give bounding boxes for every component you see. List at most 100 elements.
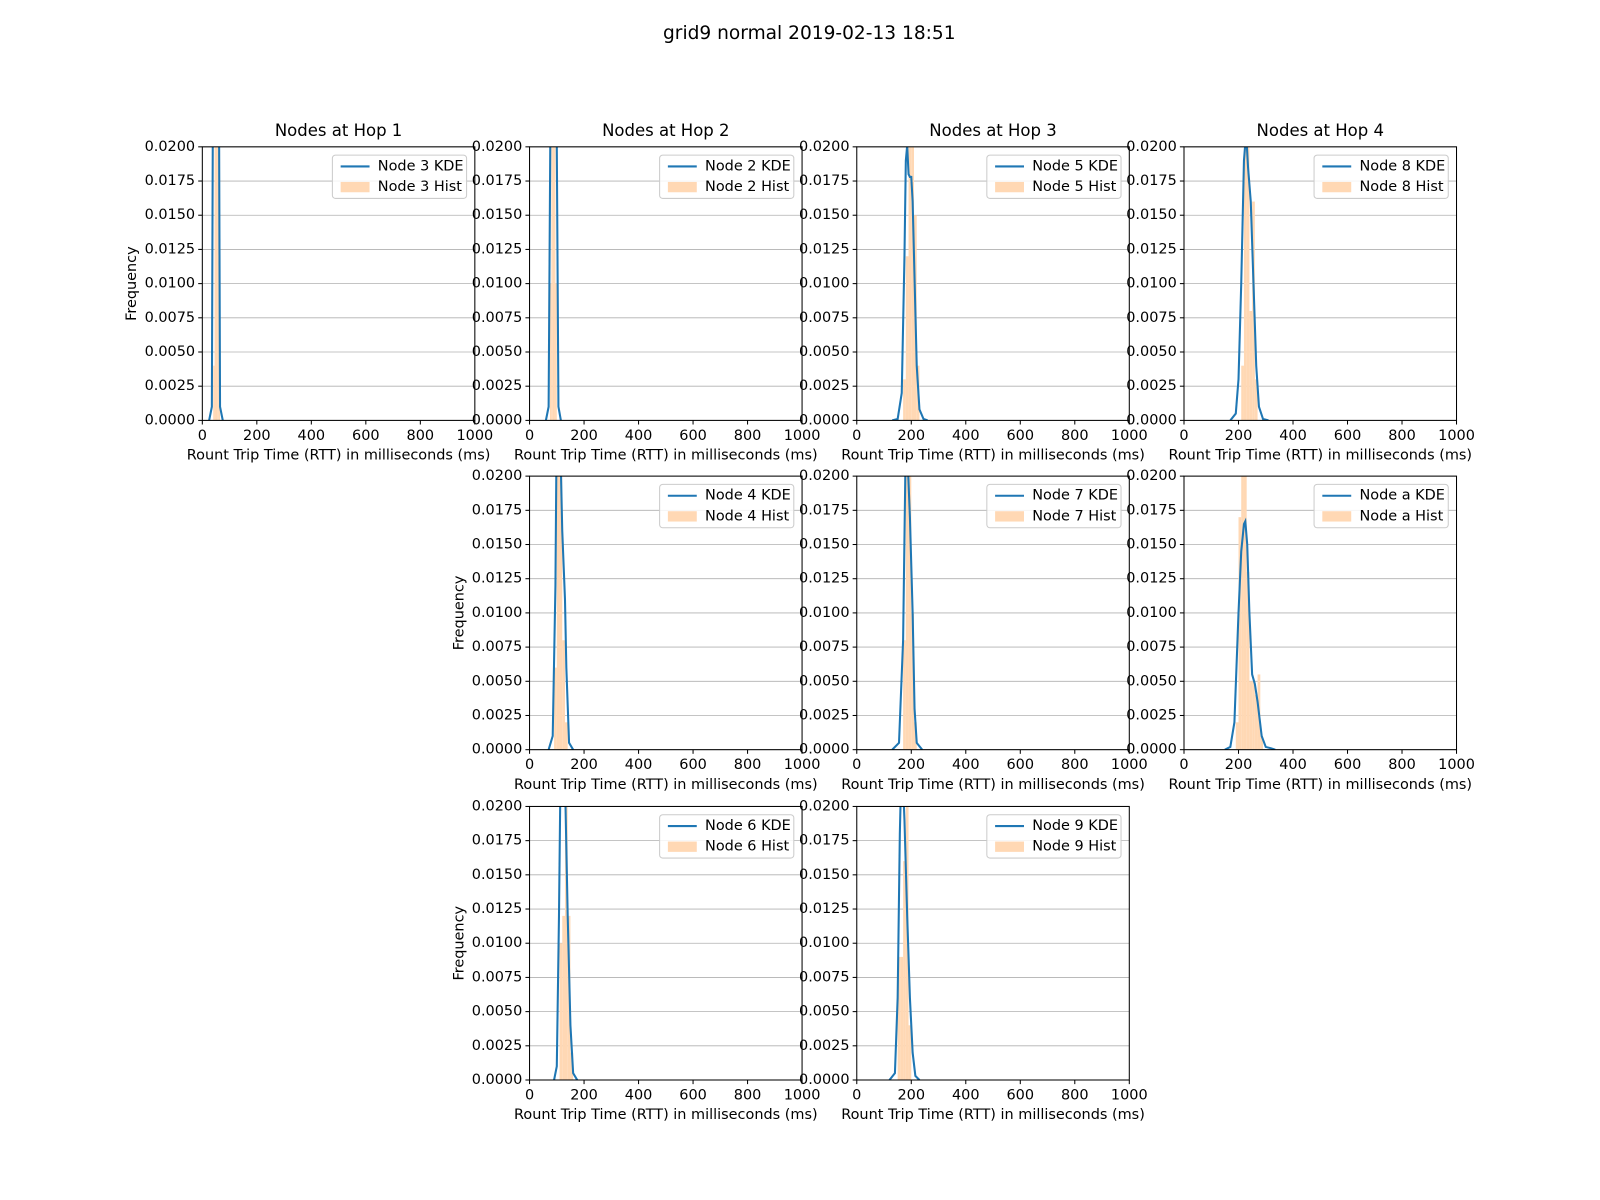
x-tick-label: 1000 — [1111, 1087, 1148, 1103]
y-tick-label: 0.0100 — [799, 276, 850, 292]
y-tick-label: 0.0075 — [1126, 639, 1177, 655]
y-tick-label: 0.0050 — [472, 344, 523, 360]
kde-line — [891, 476, 923, 750]
x-tick-label: 0 — [525, 428, 534, 444]
hist-bar — [562, 915, 565, 1080]
x-tick-label: 200 — [1225, 757, 1253, 773]
subplot: 0.0000 0.0025 0.0050 0.0075 0.0100 0.0125 0.01… — [799, 468, 1148, 793]
plot-area — [891, 476, 923, 750]
kde-line — [891, 146, 928, 421]
x-tick-label: 1000 — [1111, 428, 1148, 444]
legend-label: Node 4 Hist — [705, 508, 789, 524]
x-tick-label: 0 — [1179, 428, 1188, 444]
x-tick-label: 400 — [625, 428, 653, 444]
legend: Node 7 KDE Node 7 Hist — [986, 483, 1122, 529]
hist-bar — [564, 806, 568, 1080]
hist-bar — [911, 146, 915, 421]
x-tick-label: 200 — [897, 1087, 925, 1103]
hist-bar — [1260, 736, 1264, 750]
legend-label: Node 5 Hist — [1032, 179, 1116, 195]
legend-label: Node a Hist — [1359, 508, 1443, 524]
legend: Node a KDE Node a Hist — [1313, 483, 1449, 529]
x-tick-label: 1000 — [1438, 428, 1475, 444]
y-tick-label: 0.0025 — [1126, 378, 1177, 394]
y-tick-label: 0.0125 — [472, 901, 523, 917]
hist-bar — [1249, 681, 1253, 750]
plot-area — [1224, 476, 1276, 750]
y-tick-label: 0.0175 — [1126, 173, 1177, 189]
x-tick-label: 600 — [1334, 428, 1362, 444]
y-tick-label: 0.0050 — [145, 344, 196, 360]
hist-bar — [900, 956, 904, 1080]
hist-bar — [1235, 722, 1239, 750]
y-tick-label: 0.0125 — [472, 241, 523, 257]
hist-bar — [552, 146, 555, 421]
y-tick-label: 0.0100 — [472, 276, 523, 292]
hist-bar — [556, 476, 560, 750]
x-tick-label: 0 — [852, 1087, 861, 1103]
axes-frame — [529, 146, 803, 421]
hist-bar — [214, 146, 216, 421]
hist-bar — [905, 476, 909, 750]
x-tick-label: 200 — [243, 428, 271, 444]
y-tick-label: 0.0150 — [472, 537, 523, 553]
y-axis-label: Frequency — [451, 905, 467, 980]
y-tick-label: 0.0200 — [1126, 139, 1177, 155]
x-tick-label: 0 — [1179, 757, 1188, 773]
kde-line — [208, 146, 224, 421]
y-tick-label: 0.0025 — [799, 378, 850, 394]
x-tick-label: 400 — [625, 757, 653, 773]
hist-bar — [1246, 571, 1250, 750]
x-tick-label: 0 — [525, 1087, 534, 1103]
plot-area — [891, 146, 928, 421]
legend-label: Node 5 KDE — [1032, 158, 1118, 174]
y-axis-label: Frequency — [451, 575, 467, 650]
hist-bar — [1243, 476, 1247, 750]
legend-label: Node 2 Hist — [705, 179, 789, 195]
subplot: 0.0000 0.0025 0.0050 0.0075 0.0100 0.0125 0.01… — [799, 798, 1148, 1123]
legend-swatch — [995, 841, 1024, 852]
x-tick-label: 400 — [625, 1087, 653, 1103]
x-tick-label: 400 — [952, 428, 980, 444]
legend: Node 2 KDE Node 2 Hist — [659, 154, 795, 199]
subplot: 0.0000 0.0025 0.0050 0.0075 0.0100 0.0125 0.01… — [472, 121, 821, 464]
kde-line — [1229, 146, 1269, 421]
y-tick-label: 0.0000 — [472, 742, 523, 758]
hist-bar — [1249, 310, 1253, 421]
legend-label: Node 4 KDE — [705, 488, 791, 504]
legend-swatch — [995, 181, 1024, 193]
x-tick-label: 600 — [1007, 757, 1035, 773]
x-tick-label: 800 — [1061, 1087, 1089, 1103]
y-tick-label: 0.0075 — [145, 310, 196, 326]
y-tick-label: 0.0175 — [145, 173, 196, 189]
y-axis-label: Frequency — [124, 246, 140, 321]
legend-label: Node 2 KDE — [705, 158, 791, 174]
x-tick-label: 400 — [952, 1087, 980, 1103]
hist-bar — [1254, 379, 1258, 421]
x-axis-label: Rount Trip Time (RTT) in milliseconds (m… — [841, 777, 1145, 793]
legend-label: Node a KDE — [1359, 488, 1444, 504]
axes-frame — [856, 146, 1130, 421]
y-tick-label: 0.0175 — [472, 833, 523, 849]
x-tick-label: 800 — [734, 428, 762, 444]
kde-line — [888, 806, 921, 1080]
subplot: 0.0000 0.0025 0.0050 0.0075 0.0100 0.0125 0.01… — [451, 798, 820, 1123]
hist-bar — [903, 861, 906, 1080]
y-tick-label: 0.0075 — [472, 310, 523, 326]
y-tick-label: 0.0200 — [472, 139, 523, 155]
hist-bar — [564, 722, 568, 750]
y-tick-label: 0.0025 — [472, 1038, 523, 1054]
legend-label: Node 8 KDE — [1359, 158, 1445, 174]
hist-bar — [215, 146, 218, 421]
legend-swatch — [667, 511, 697, 522]
y-tick-label: 0.0100 — [472, 935, 523, 951]
y-tick-label: 0.0050 — [799, 344, 850, 360]
y-tick-label: 0.0000 — [472, 1072, 523, 1088]
plot-area — [1229, 146, 1269, 421]
axes-frame — [529, 805, 803, 1081]
x-tick-label: 600 — [679, 1087, 707, 1103]
hist-bar — [1252, 681, 1255, 750]
y-tick-label: 0.0150 — [1126, 207, 1177, 223]
y-tick-label: 0.0000 — [799, 1072, 850, 1088]
